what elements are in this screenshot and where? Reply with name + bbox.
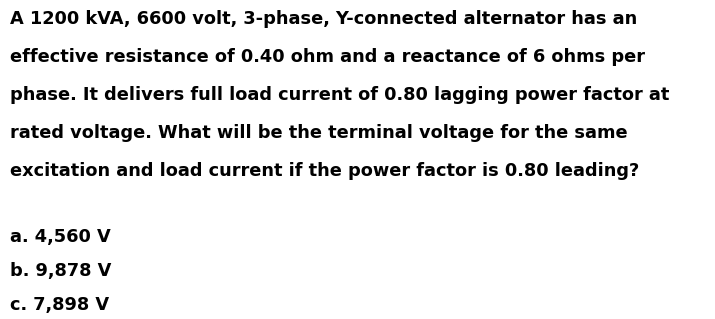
Text: excitation and load current if the power factor is 0.80 leading?: excitation and load current if the power… bbox=[10, 162, 639, 180]
Text: rated voltage. What will be the terminal voltage for the same: rated voltage. What will be the terminal… bbox=[10, 124, 628, 142]
Text: effective resistance of 0.40 ohm and a reactance of 6 ohms per: effective resistance of 0.40 ohm and a r… bbox=[10, 48, 645, 66]
Text: phase. It delivers full load current of 0.80 lagging power factor at: phase. It delivers full load current of … bbox=[10, 86, 669, 104]
Text: a. 4,560 V: a. 4,560 V bbox=[10, 228, 111, 246]
Text: b. 9,878 V: b. 9,878 V bbox=[10, 262, 112, 280]
Text: A 1200 kVA, 6600 volt, 3-phase, Y-connected alternator has an: A 1200 kVA, 6600 volt, 3-phase, Y-connec… bbox=[10, 10, 637, 28]
Text: c. 7,898 V: c. 7,898 V bbox=[10, 296, 109, 314]
